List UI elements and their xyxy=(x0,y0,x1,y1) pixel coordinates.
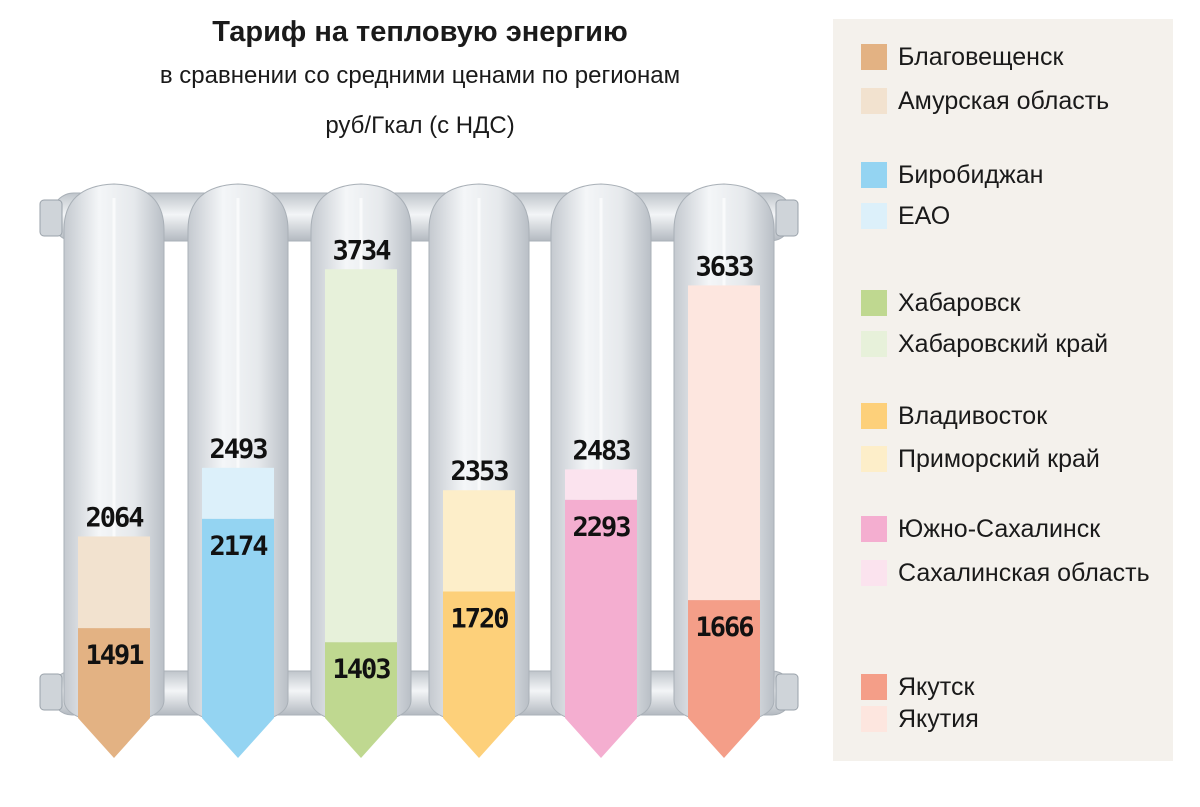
radiator-gap xyxy=(415,252,425,658)
legend-label: Амурская область xyxy=(898,87,1110,115)
radiator-end-cap xyxy=(39,199,63,237)
radiator-gap xyxy=(168,252,184,658)
city-value-label-5: 1666 xyxy=(695,612,753,643)
region-value-label-0: 2064 xyxy=(85,502,144,533)
city-value-label-3: 1720 xyxy=(450,604,508,635)
bar-city-2 xyxy=(325,642,397,758)
legend-label: Приморский край xyxy=(898,445,1100,473)
radiator-end-cap xyxy=(39,673,63,711)
bar-city-3 xyxy=(443,591,515,758)
legend-swatch xyxy=(861,162,887,188)
region-value-label-4: 2483 xyxy=(572,435,630,466)
radiator-chart: 2064 1491 2493 2174 3734 1403 2353 1720 2483 2293… xyxy=(39,183,799,758)
chart-subtitle: в сравнении со средними ценами по регион… xyxy=(159,62,681,89)
radiator-illustration xyxy=(39,183,799,725)
region-value-label-1: 2493 xyxy=(209,434,267,465)
bar-region-5 xyxy=(688,285,760,601)
bar-region-2 xyxy=(325,269,397,643)
radiator-gap xyxy=(292,252,307,658)
radiator-gap xyxy=(655,252,670,658)
legend-label: Южно-Сахалинск xyxy=(898,515,1101,543)
bar-city-0 xyxy=(78,628,150,758)
legend-label: Хабаровск xyxy=(898,289,1021,317)
radiator-gap xyxy=(533,252,547,658)
city-value-label-2: 1403 xyxy=(332,654,390,685)
legend-label: Сахалинская область xyxy=(898,559,1150,587)
city-value-label-1: 2174 xyxy=(209,531,268,562)
radiator-end-cap xyxy=(775,673,799,711)
bar-region-3 xyxy=(443,490,515,592)
legend-swatch xyxy=(861,203,887,229)
legend-label: ЕАО xyxy=(898,202,951,230)
legend-swatch xyxy=(861,560,887,586)
legend-swatch xyxy=(861,88,887,114)
bar-region-1 xyxy=(202,467,274,519)
region-value-label-5: 3633 xyxy=(695,251,753,282)
legend-label: Биробиджан xyxy=(898,161,1044,189)
bar-region-0 xyxy=(78,536,150,629)
legend-swatch xyxy=(861,706,887,732)
bar-city-5 xyxy=(688,600,760,758)
legend-label: Владивосток xyxy=(898,402,1048,430)
city-value-label-0: 1491 xyxy=(85,640,143,671)
region-value-label-2: 3734 xyxy=(332,235,391,266)
legend: Благовещенск Амурская область Биробиджан ЕА… xyxy=(833,19,1173,761)
chart-units: руб/Гкал (с НДС) xyxy=(325,112,515,139)
bars-group: 2064 1491 2493 2174 3734 1403 2353 1720 2483 2293… xyxy=(78,235,760,758)
bar-city-4 xyxy=(565,499,637,758)
legend-label: Якутия xyxy=(898,705,979,733)
legend-swatch xyxy=(861,446,887,472)
chart-title: Тариф на тепловую энергию xyxy=(212,16,628,48)
bar-city-1 xyxy=(202,518,274,758)
legend-swatch xyxy=(861,44,887,70)
radiator-end-cap xyxy=(775,199,799,237)
legend-swatch xyxy=(861,331,887,357)
bar-region-4 xyxy=(565,469,637,500)
legend-swatch xyxy=(861,674,887,700)
legend-swatch xyxy=(861,403,887,429)
legend-swatch xyxy=(861,290,887,316)
legend-label: Хабаровский край xyxy=(898,330,1109,358)
legend-label: Благовещенск xyxy=(898,43,1064,71)
city-value-label-4: 2293 xyxy=(572,512,630,543)
legend-swatch xyxy=(861,516,887,542)
legend-label: Якутск xyxy=(898,673,975,701)
region-value-label-3: 2353 xyxy=(450,456,508,487)
